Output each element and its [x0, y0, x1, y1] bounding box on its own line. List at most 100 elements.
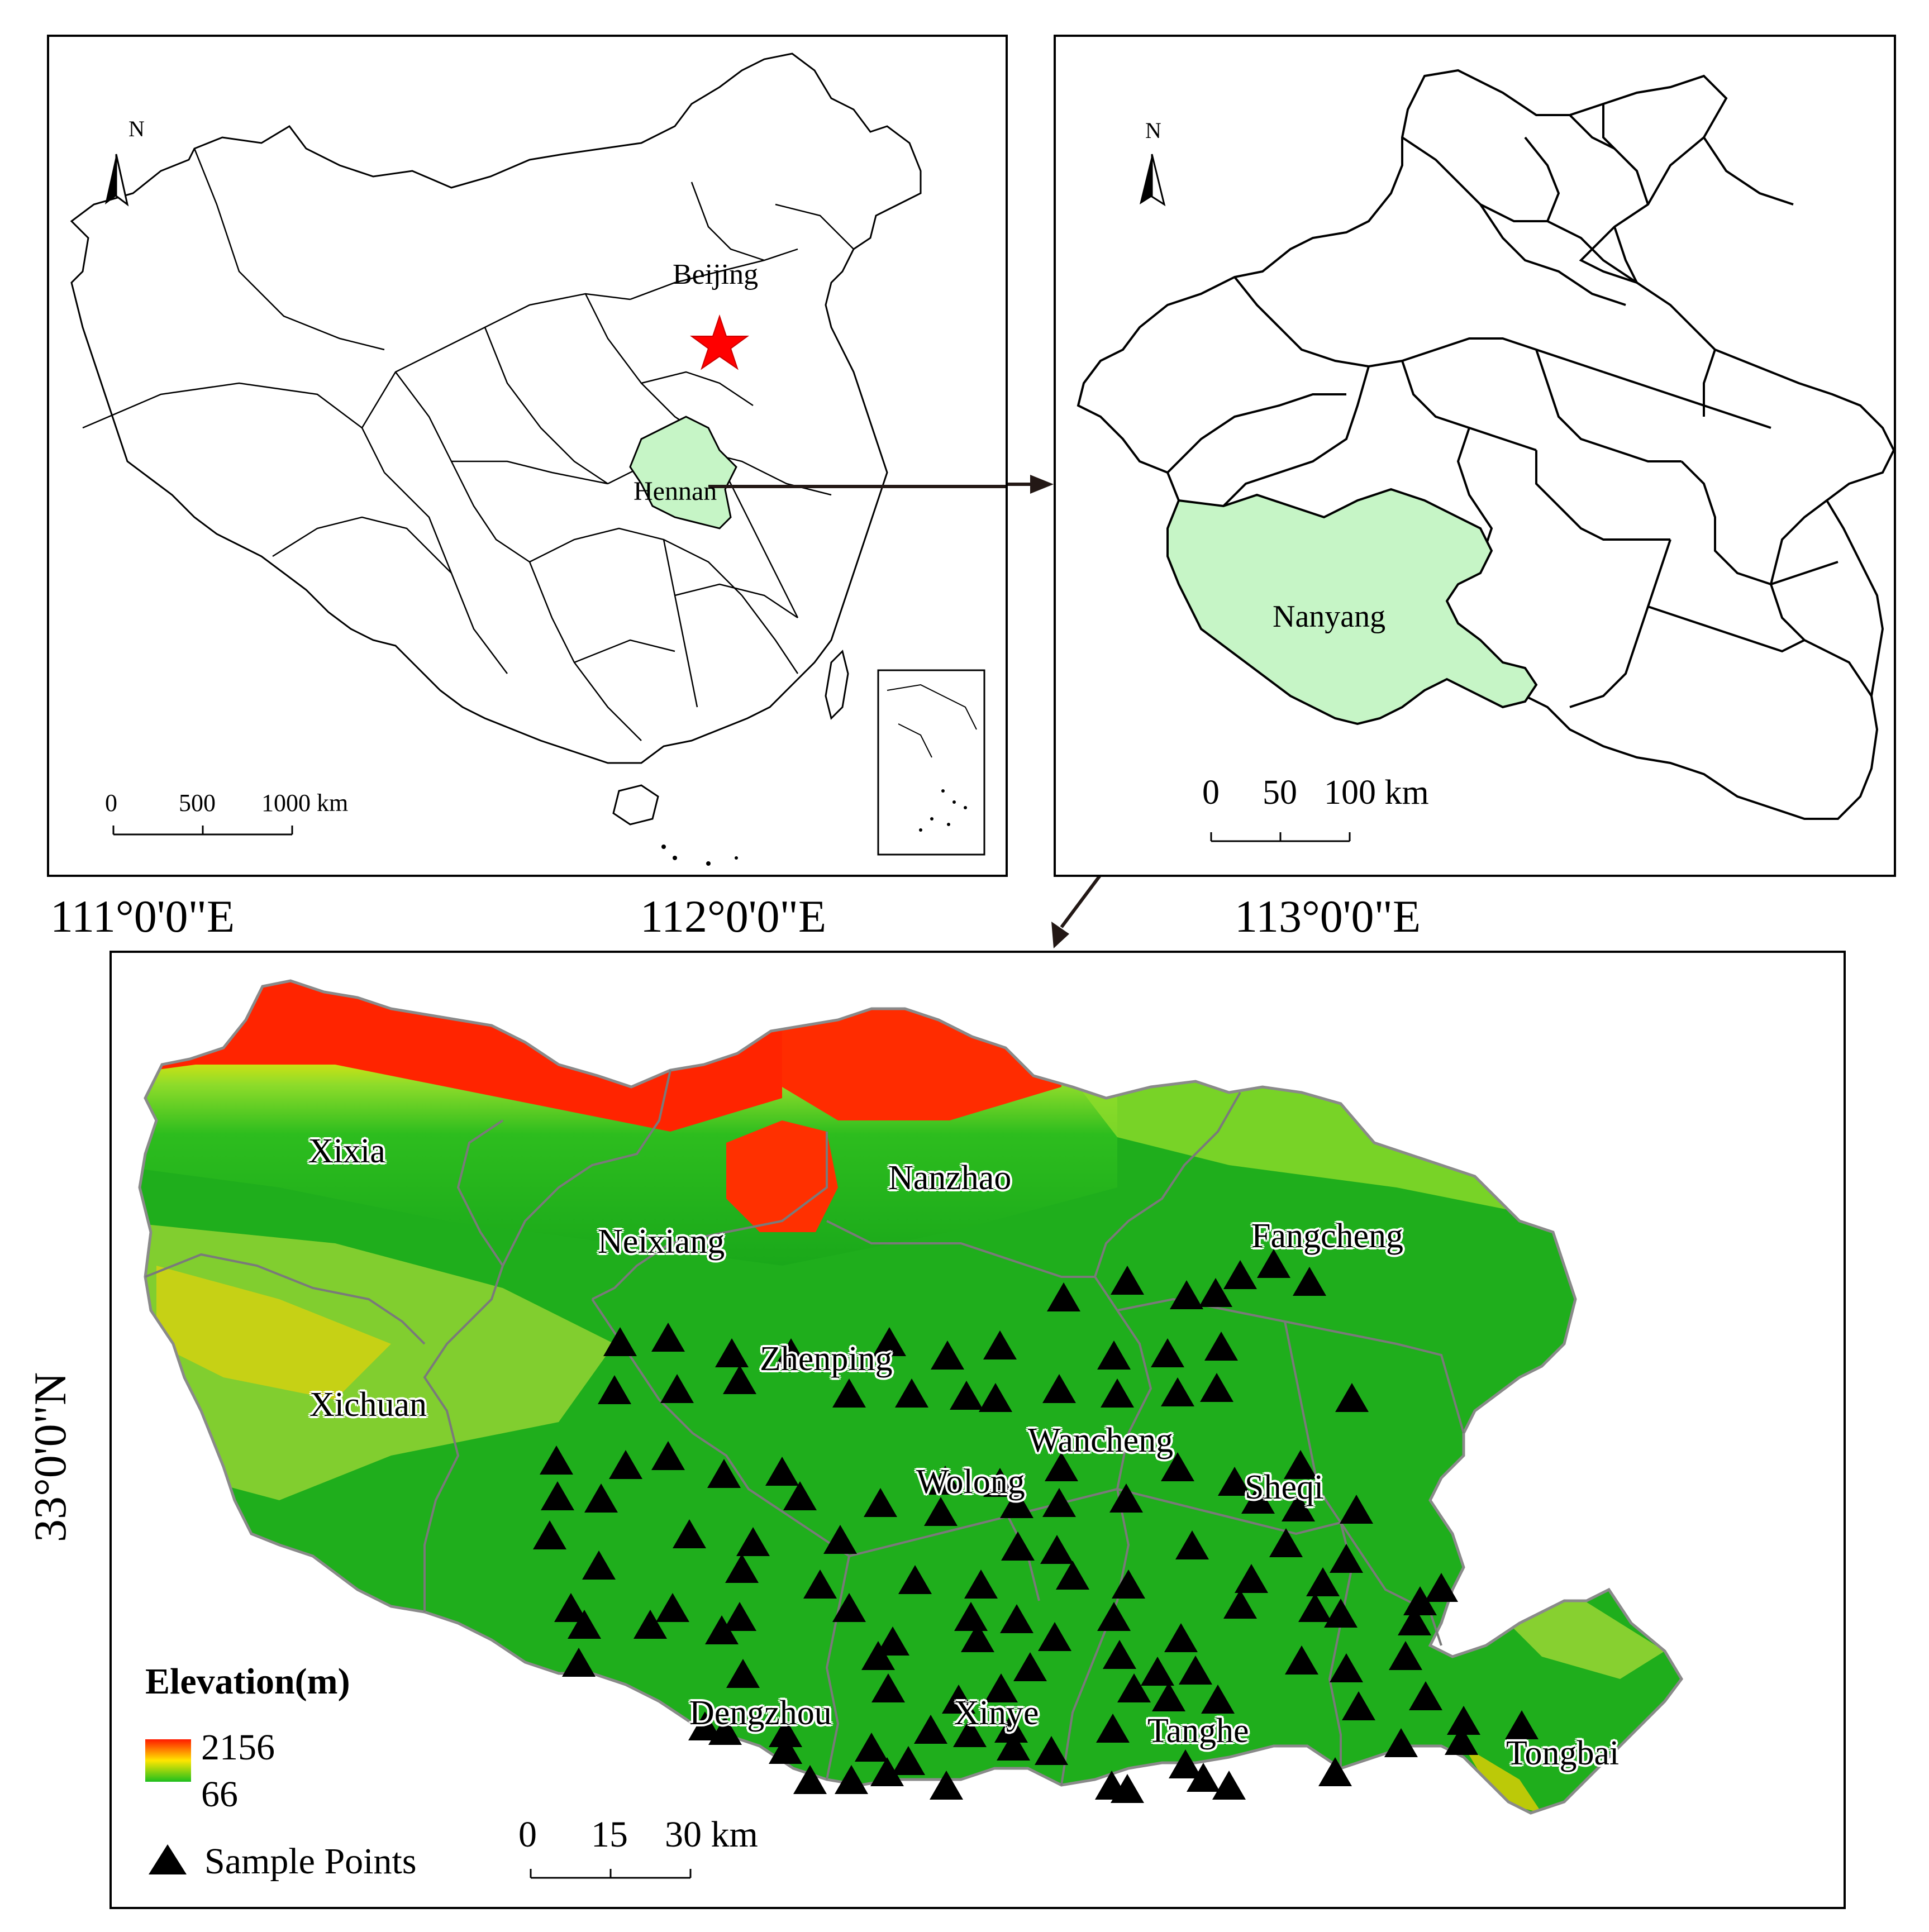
- henan-scale-tick-0: 0: [1202, 774, 1220, 812]
- nanyang-map-graphic: [138, 979, 1684, 1879]
- sample-point-marker: [656, 1593, 689, 1622]
- county-label-sheqi: Sheqi: [1245, 1468, 1324, 1506]
- sample-point-marker: [769, 1718, 802, 1747]
- sample-point-marker: [603, 1327, 637, 1356]
- county-boundaries: [145, 1070, 1465, 1786]
- county-label-tanghe: Tanghe: [1147, 1712, 1249, 1750]
- sample-point-marker: [562, 1648, 596, 1677]
- sample-point-marker: [1257, 1249, 1290, 1278]
- county-label-tongbai: Tongbai: [1506, 1734, 1620, 1772]
- sample-point-legend-icon: [149, 1844, 187, 1874]
- china-scale-bar: [112, 826, 293, 836]
- sample-point-marker: [769, 1735, 802, 1764]
- sample-point-marker: [1445, 1726, 1478, 1755]
- sample-point-marker: [1161, 1377, 1194, 1406]
- sample-point-marker: [1425, 1573, 1458, 1602]
- south-china-sea-inset: [877, 669, 985, 856]
- sample-point-marker: [1109, 1483, 1143, 1513]
- sample-point-marker: [1200, 1373, 1233, 1402]
- sample-point-marker: [1175, 1530, 1209, 1559]
- sample-point-marker: [793, 1765, 827, 1794]
- sample-point-marker: [1241, 1485, 1275, 1514]
- sample-point-marker: [803, 1570, 837, 1599]
- sample-point-marker: [871, 1673, 905, 1702]
- sample-point-marker: [1306, 1567, 1340, 1596]
- sample-point-marker: [1042, 1488, 1076, 1517]
- sample-point-marker: [1293, 1267, 1326, 1296]
- sample-point-marker: [953, 1718, 987, 1747]
- sample-point-marker: [1000, 1604, 1033, 1633]
- county-label-wolong: Wolong: [916, 1463, 1025, 1501]
- sample-point-marker: [928, 1466, 962, 1495]
- sample-point-marker: [708, 1716, 742, 1745]
- sample-point-marker: [1097, 1602, 1131, 1631]
- sample-point-marker: [861, 1641, 895, 1670]
- county-label-wancheng: Wancheng: [1028, 1421, 1174, 1459]
- sample-point-marker: [765, 1457, 799, 1486]
- sample-point-marker: [924, 1497, 958, 1526]
- sample-point-marker: [832, 1593, 866, 1622]
- sample-point-marker: [855, 1733, 888, 1762]
- sample-point-marker: [1282, 1492, 1315, 1521]
- sample-point-marker: [832, 1378, 866, 1408]
- sample-point-marker: [1212, 1771, 1246, 1800]
- sample-point-marker: [1097, 1341, 1131, 1370]
- sample-point-marker: [688, 1711, 722, 1740]
- nanyang-highlight: [1166, 488, 1538, 726]
- sample-point-marker: [1201, 1685, 1235, 1714]
- sample-point-marker: [823, 1525, 857, 1554]
- county-label-nanzhao: Nanzhao: [888, 1159, 1012, 1197]
- sample-point-marker: [1000, 1489, 1033, 1518]
- beijing-label: Beijing: [673, 259, 759, 290]
- sample-point-marker: [1187, 1763, 1220, 1792]
- nanyang-label: Nanyang: [1273, 599, 1386, 634]
- sample-point-marker: [984, 1673, 1018, 1702]
- china-scale-tick-2: 1000 km: [261, 789, 349, 817]
- sample-point-marker: [1151, 1338, 1184, 1367]
- nanyang-outline: [138, 979, 1684, 1815]
- sample-point-marker: [994, 1714, 1028, 1743]
- china-map-graphic: [70, 53, 1006, 866]
- henan-outline: [1077, 69, 1894, 820]
- sample-point-marker: [715, 1338, 749, 1367]
- henan-map-graphic: [1077, 69, 1894, 842]
- sample-point-marker: [651, 1323, 685, 1352]
- sample-point-marker: [584, 1483, 618, 1513]
- sample-point-marker: [997, 1731, 1030, 1761]
- sample-point-marker: [983, 1468, 1017, 1497]
- sample-point-marker: [1164, 1623, 1198, 1652]
- sample-point-marker: [1038, 1622, 1071, 1651]
- sample-point-marker: [1096, 1714, 1130, 1743]
- latitude-label-33: 33°0'0"N: [25, 1372, 75, 1542]
- sample-point-marker: [1505, 1710, 1539, 1739]
- sample-point-marker: [705, 1615, 739, 1644]
- sample-point-marker: [1384, 1728, 1418, 1757]
- sample-point-marker: [1056, 1561, 1089, 1590]
- legend-elevation-title: Elevation(m): [145, 1661, 350, 1702]
- sample-points: [533, 1249, 1539, 1803]
- sample-point-marker: [1117, 1673, 1151, 1702]
- sample-point-marker: [673, 1519, 706, 1548]
- sample-point-marker: [1403, 1586, 1437, 1615]
- sample-point-marker: [723, 1602, 756, 1631]
- sample-point-marker: [1284, 1450, 1317, 1479]
- sample-point-marker: [964, 1570, 998, 1599]
- sample-point-marker: [979, 1383, 1012, 1412]
- nanyang-scale-tick-1: 15: [591, 1814, 628, 1855]
- county-label-xixia: Xixia: [308, 1132, 385, 1170]
- sample-point-marker: [598, 1375, 631, 1404]
- henan-north-arrow-icon: [1140, 154, 1166, 207]
- sample-point-marker: [876, 1626, 909, 1656]
- henan-scale-tick-1: 50: [1263, 774, 1297, 812]
- henan-province-map: N Nanyang 0 50 100 km: [1054, 35, 1896, 877]
- sample-point-marker: [1152, 1682, 1185, 1711]
- sample-point-marker: [1047, 1282, 1080, 1311]
- sample-point-marker: [1013, 1652, 1047, 1681]
- south-islands: [661, 845, 738, 866]
- sample-point-marker: [1040, 1535, 1074, 1564]
- sample-point-marker: [892, 1746, 925, 1775]
- sample-point-marker: [1042, 1374, 1076, 1403]
- sample-point-marker: [1141, 1657, 1174, 1686]
- sample-point-marker: [1111, 1266, 1144, 1295]
- longitude-label-111: 111°0'0"E: [50, 891, 235, 942]
